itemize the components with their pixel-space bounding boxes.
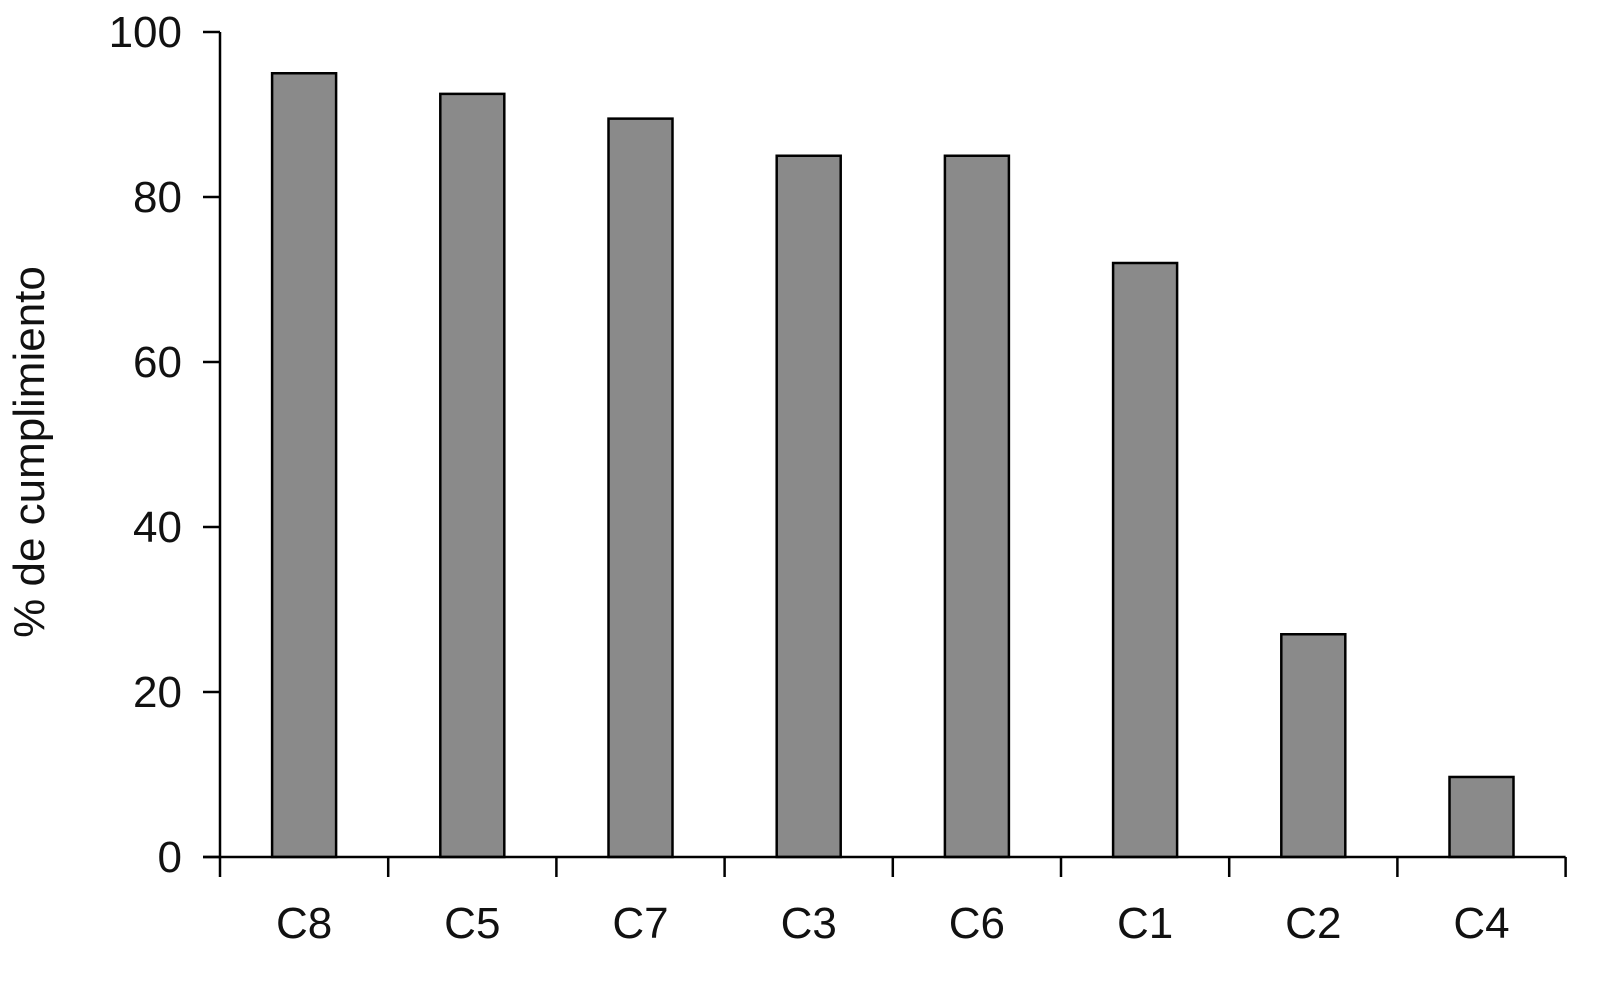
y-tick-label-40: 40: [133, 503, 182, 552]
x-tick-label-C7: C7: [612, 899, 668, 948]
axes: C8 C5 C7 C3 C6 C1 C2 C4 0 20 40 60 80 100: [109, 8, 1567, 948]
bar-C3: [775, 154, 842, 859]
x-tick-label-C2: C2: [1285, 899, 1341, 948]
x-tick-label-C5: C5: [444, 899, 500, 948]
bar-C5: [439, 92, 506, 859]
bars: [270, 72, 1515, 859]
x-tick-label-C6: C6: [949, 899, 1005, 948]
bar-C4: [1448, 775, 1515, 859]
bar-C2: [1280, 633, 1347, 859]
x-tick-label-C8: C8: [276, 899, 332, 948]
x-tick-label-C4: C4: [1453, 899, 1509, 948]
bar-C6: [943, 154, 1011, 859]
y-tick-label-20: 20: [133, 668, 182, 717]
x-tick-label-C3: C3: [781, 899, 837, 948]
bar-C1: [1111, 261, 1179, 859]
y-tick-label-0: 0: [158, 833, 182, 882]
x-tick-label-C1: C1: [1117, 899, 1173, 948]
y-axis-label: % de cumplimiento: [5, 266, 54, 638]
bar-C7: [607, 117, 674, 859]
bar-C8: [270, 72, 338, 859]
y-tick-label-100: 100: [109, 8, 182, 57]
y-tick-label-80: 80: [133, 173, 182, 222]
y-tick-label-60: 60: [133, 338, 182, 387]
